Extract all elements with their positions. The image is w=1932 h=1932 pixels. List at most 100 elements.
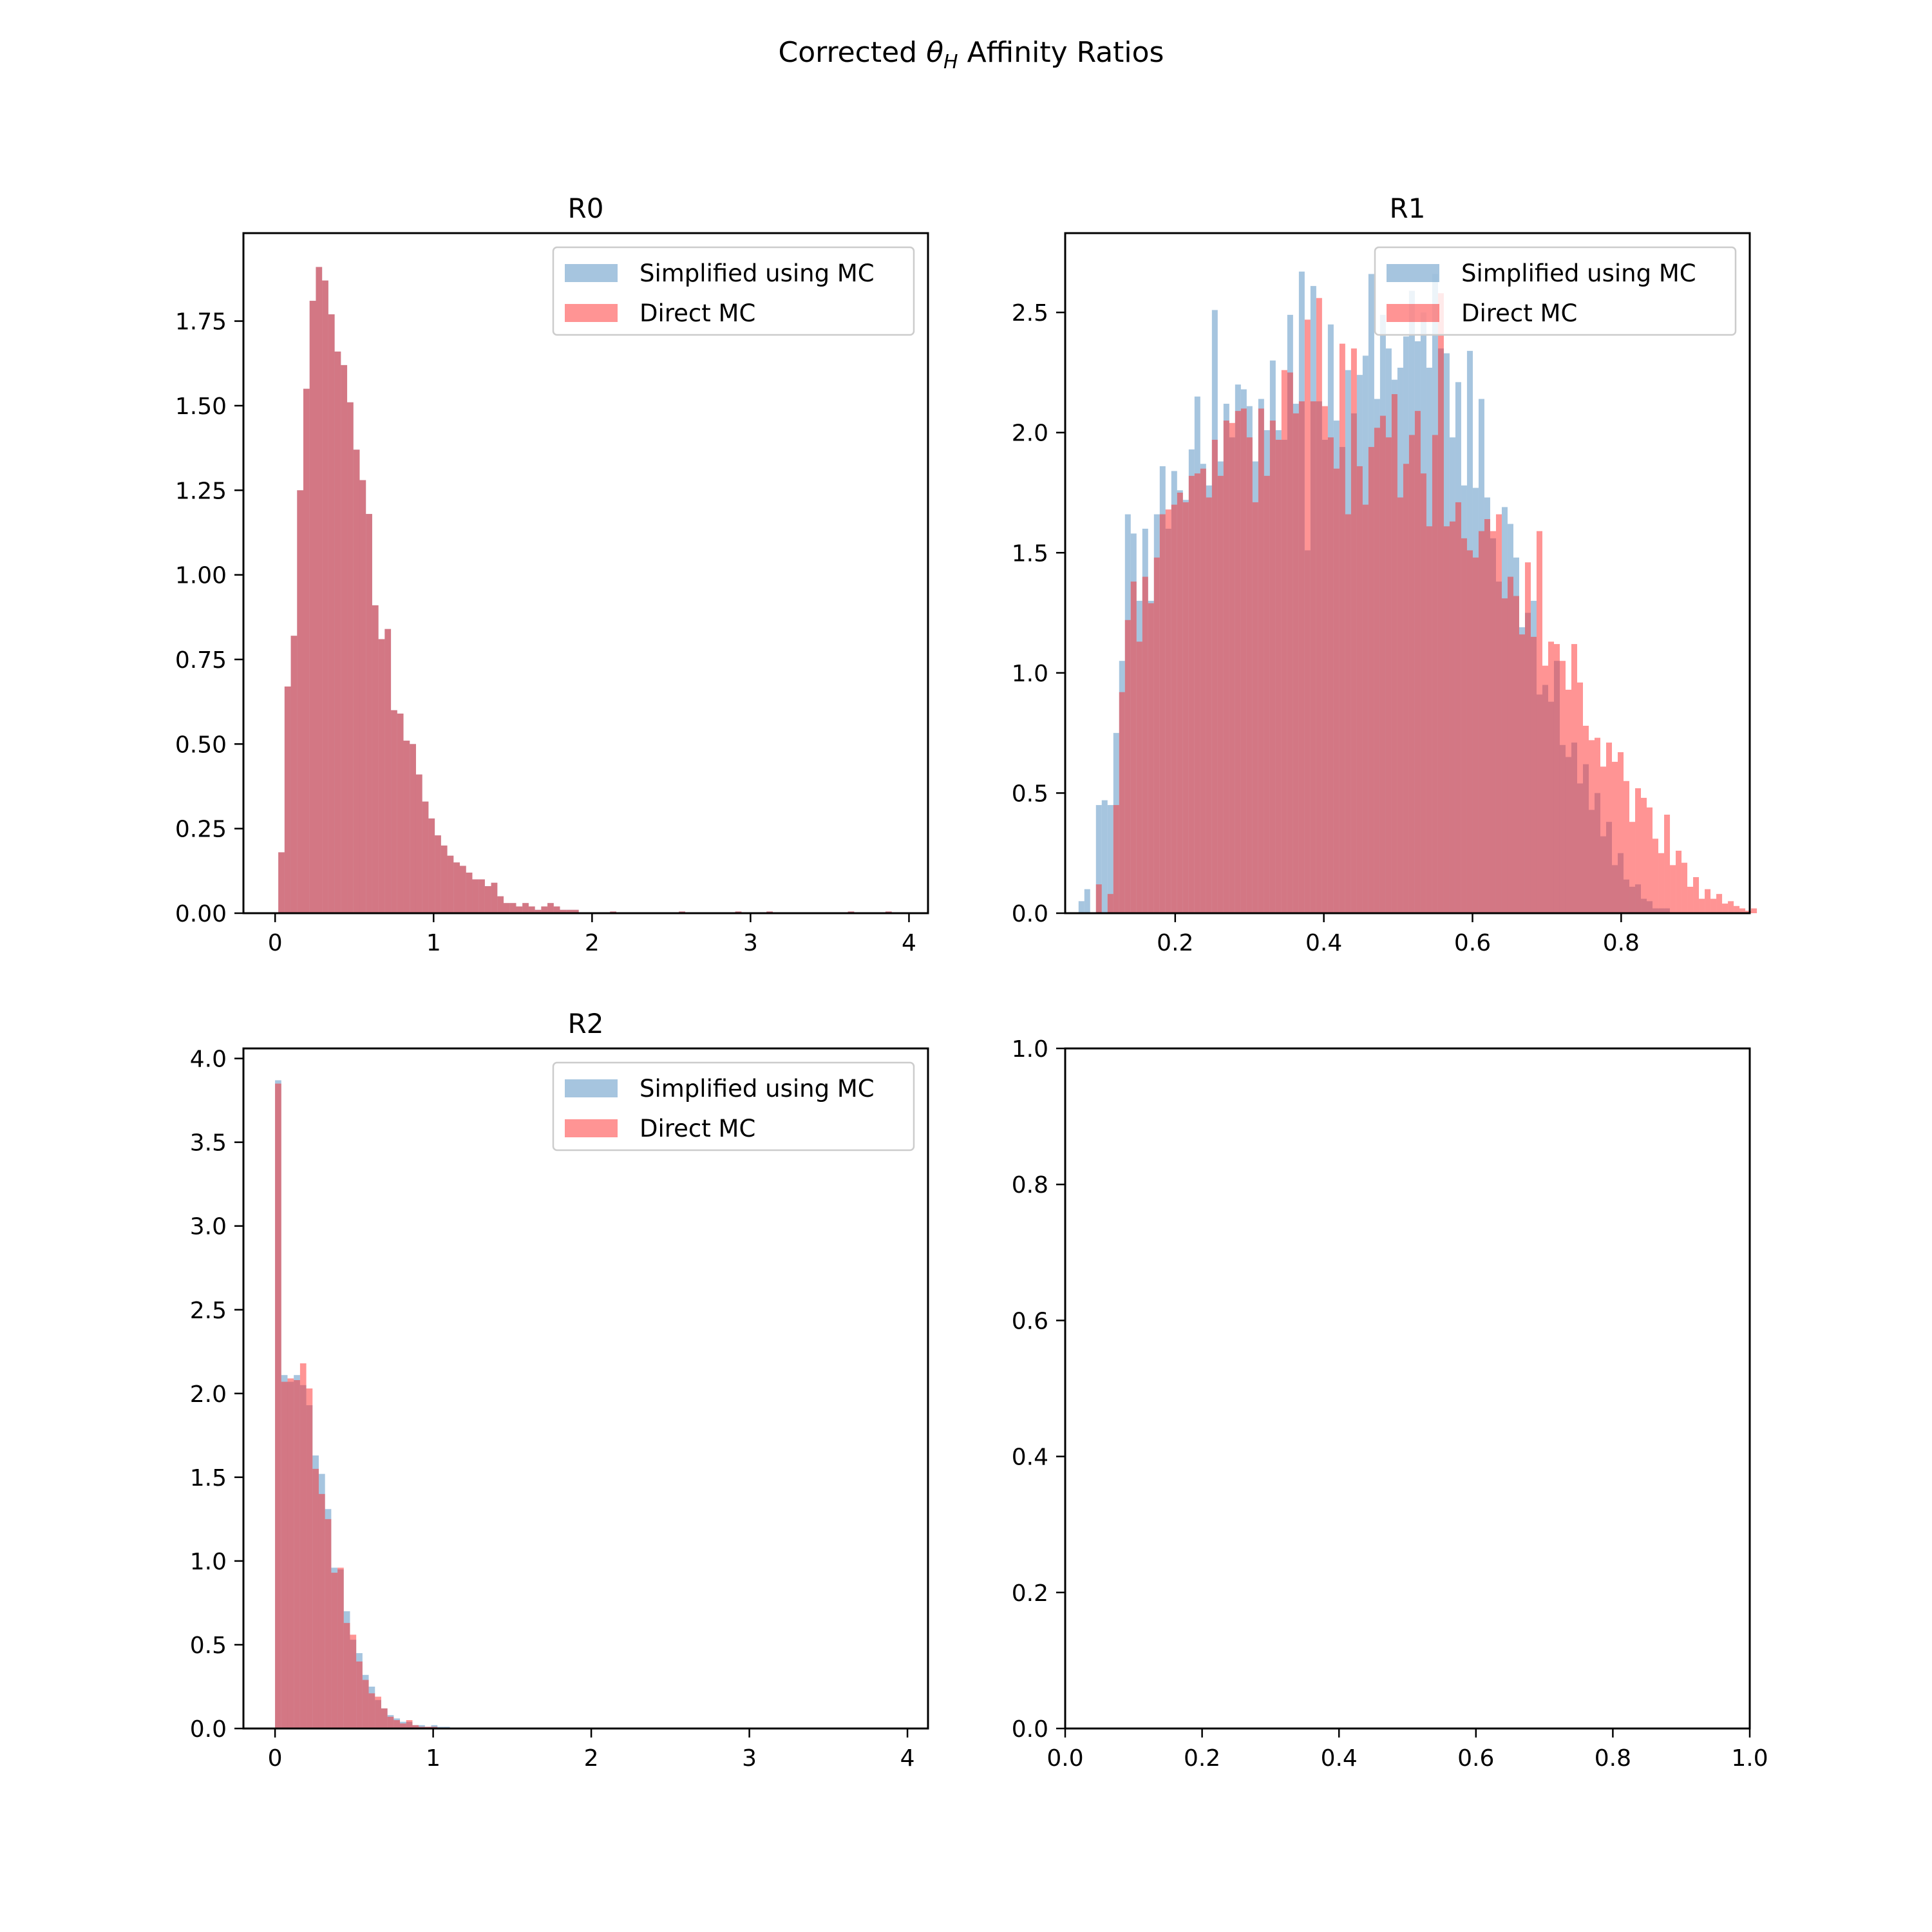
histogram-bar bbox=[1264, 475, 1270, 913]
figure-title-subscript: H bbox=[943, 51, 958, 73]
histogram-bar bbox=[381, 1708, 388, 1728]
histogram-bar bbox=[1687, 886, 1694, 913]
histogram-bar bbox=[435, 835, 441, 913]
histogram-bar bbox=[447, 855, 454, 913]
histogram-bar bbox=[1321, 406, 1328, 913]
histogram-bar bbox=[1258, 408, 1264, 913]
histogram-bar bbox=[1676, 850, 1682, 913]
figure-title-prefix: Corrected bbox=[779, 36, 927, 69]
histogram-bar bbox=[334, 351, 341, 913]
histogram-bar bbox=[422, 801, 429, 913]
legend-label: Simplified using MC bbox=[639, 1075, 875, 1103]
histogram-bar bbox=[1495, 514, 1502, 913]
histogram-bar bbox=[1513, 596, 1519, 913]
histogram-bar bbox=[1606, 743, 1613, 913]
histogram-bar bbox=[535, 909, 542, 913]
axes-title: R2 bbox=[568, 1008, 604, 1039]
histogram-bar bbox=[1304, 319, 1311, 914]
histogram-bar bbox=[497, 896, 504, 913]
y-tick-label: 0.6 bbox=[1012, 1308, 1048, 1334]
x-tick-label: 0.6 bbox=[1454, 930, 1491, 956]
histogram-bar bbox=[1298, 401, 1305, 913]
axes-frame bbox=[1064, 1047, 1751, 1730]
y-tick-label: 2.5 bbox=[1012, 300, 1048, 327]
histogram-bar bbox=[1379, 415, 1386, 913]
histogram-bar bbox=[1461, 538, 1467, 913]
histogram-bar bbox=[343, 1623, 350, 1728]
histogram-bar bbox=[297, 490, 304, 913]
histogram-bar bbox=[1165, 509, 1171, 913]
x-tick-label: 0.8 bbox=[1595, 1745, 1631, 1772]
histogram-bar bbox=[403, 741, 410, 913]
histogram-bar bbox=[353, 450, 360, 913]
histogram-bar bbox=[1177, 493, 1183, 913]
y-tick-label: 1.50 bbox=[175, 393, 227, 420]
histogram-bar bbox=[1600, 766, 1607, 913]
histogram-bar bbox=[1159, 514, 1166, 913]
histogram-bar bbox=[1362, 504, 1368, 913]
histogram-bar bbox=[1374, 428, 1380, 913]
histogram-bar bbox=[1345, 514, 1351, 913]
histogram-bar bbox=[1113, 805, 1119, 913]
histogram-bar bbox=[391, 710, 397, 913]
histogram-bar bbox=[1188, 475, 1195, 913]
histogram-bar bbox=[362, 1680, 369, 1728]
x-tick-label: 0.2 bbox=[1157, 930, 1193, 956]
x-tick-label: 0.4 bbox=[1305, 930, 1342, 956]
histogram-bar bbox=[397, 714, 404, 913]
histogram-bar bbox=[1583, 725, 1589, 913]
legend-swatch bbox=[565, 1119, 618, 1137]
y-tick-label: 2.0 bbox=[1012, 421, 1048, 447]
y-tick-label: 0.4 bbox=[1012, 1444, 1048, 1471]
y-tick-label: 3.5 bbox=[190, 1130, 227, 1157]
x-tick-label: 1 bbox=[426, 1745, 440, 1772]
histogram-bar bbox=[541, 906, 548, 913]
y-tick-label: 3.0 bbox=[190, 1214, 227, 1240]
histogram-bar bbox=[1612, 761, 1618, 913]
histogram-bar bbox=[1705, 889, 1711, 913]
histogram-bar bbox=[1229, 422, 1235, 913]
histogram-bar bbox=[1647, 807, 1653, 913]
histogram-bar bbox=[1339, 343, 1345, 913]
x-tick-label: 2 bbox=[585, 930, 600, 956]
histogram-bar bbox=[337, 1567, 344, 1728]
histogram-bar bbox=[547, 903, 554, 913]
subplot-2: 0.2 0.4 0.6 0.8 0.0 0.5 1.0 1.5 2.0 2.5 R1 Simplifi… bbox=[1012, 193, 1757, 956]
legend-box bbox=[552, 1061, 915, 1151]
histogram-bar bbox=[1408, 435, 1415, 913]
y-tick-label: 0.5 bbox=[1012, 781, 1048, 807]
histogram-bar bbox=[1490, 531, 1496, 913]
histogram-bar bbox=[1739, 908, 1746, 913]
y-tick-label: 1.25 bbox=[175, 478, 227, 504]
histogram-bar bbox=[1124, 620, 1131, 913]
x-tick-label: 0.8 bbox=[1603, 930, 1640, 956]
histogram-bar bbox=[341, 365, 348, 913]
histogram-bar bbox=[1414, 411, 1421, 913]
histogram-bar bbox=[384, 629, 392, 913]
subplot-1: 0 1 2 3 4 0.00 0.25 0.50 0.75 1.00 1.25 1.50 1.75 R0 S… bbox=[175, 193, 929, 956]
axes-frame bbox=[242, 232, 929, 914]
axes-frame bbox=[1064, 232, 1751, 914]
histogram-bar bbox=[1618, 752, 1624, 913]
histogram-bar bbox=[1078, 901, 1084, 913]
histogram-bar bbox=[1507, 576, 1513, 913]
histogram-bar bbox=[375, 1696, 381, 1728]
histogram-bar bbox=[1432, 435, 1438, 913]
histogram-bar bbox=[1107, 805, 1113, 913]
histogram-bar bbox=[1635, 788, 1642, 913]
histogram-bar bbox=[1710, 898, 1717, 913]
histogram-bar bbox=[1571, 644, 1577, 913]
histogram-bar bbox=[472, 879, 479, 913]
x-tick-label: 0 bbox=[268, 930, 283, 956]
histogram-bar bbox=[356, 1661, 363, 1728]
histogram-bar bbox=[1217, 475, 1224, 913]
histogram-bar bbox=[1664, 815, 1671, 913]
histogram-bar bbox=[287, 1378, 294, 1728]
histogram-bar bbox=[560, 909, 567, 913]
histogram-bar bbox=[1653, 838, 1659, 913]
histogram-bar bbox=[350, 1634, 357, 1728]
histogram-bar bbox=[1472, 557, 1479, 913]
histogram-bar bbox=[316, 267, 323, 913]
histogram-bar bbox=[309, 301, 316, 913]
y-tick-label: 0.5 bbox=[190, 1633, 227, 1659]
